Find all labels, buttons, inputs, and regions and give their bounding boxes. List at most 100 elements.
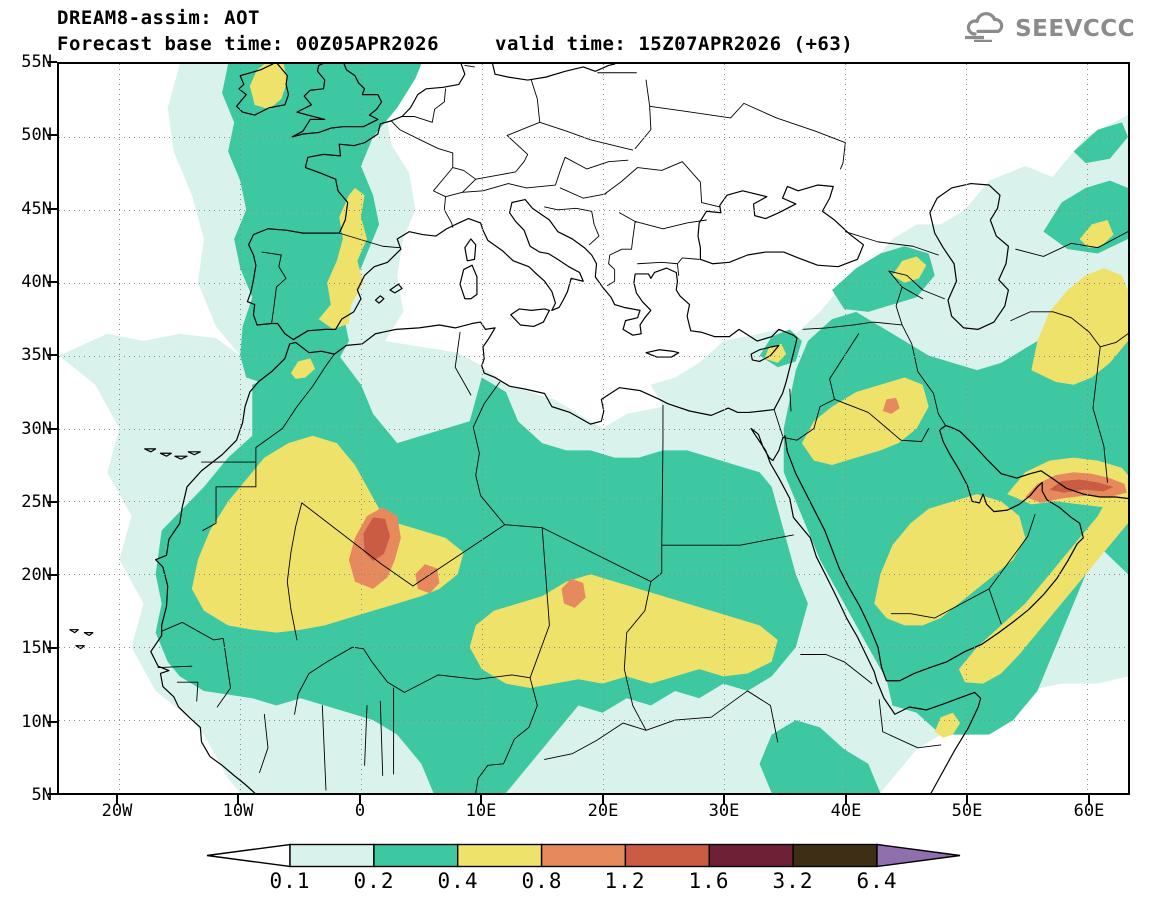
coast-cyprus — [751, 345, 779, 361]
lon-label-30e: 30E — [708, 801, 740, 821]
coast-corsica — [465, 239, 476, 261]
lat-tick — [48, 208, 57, 210]
valid-time: valid time: 15Z07APR2026 (+63) — [495, 33, 854, 55]
lat-label-45n: 45N — [21, 199, 52, 219]
gridline-lon-40e — [845, 64, 847, 793]
coast-black-sea — [698, 185, 863, 267]
lat-label-55n: 55N — [21, 52, 52, 72]
gridline-lon-30e — [724, 64, 726, 793]
lat-tick — [48, 793, 57, 795]
gridline-lat-50 — [59, 136, 1128, 138]
lon-tick — [359, 795, 361, 804]
lon-tick — [480, 795, 482, 804]
lat-tick — [48, 134, 57, 136]
coast-baltic — [493, 64, 615, 80]
gridline-lon-10w — [239, 64, 241, 793]
lon-tick — [845, 795, 847, 804]
coast-sardinia — [460, 265, 477, 299]
gridline-lon-20w — [118, 64, 120, 793]
coast-crete — [646, 350, 679, 357]
gridline-lat-20 — [59, 574, 1128, 576]
colorbar-segment-3.2-6.4 — [792, 843, 878, 868]
gridline-lon-60e — [1087, 64, 1089, 793]
cloud-icon — [962, 12, 1008, 46]
lat-tick — [48, 354, 57, 356]
lat-tick — [48, 281, 57, 283]
plot-subtitle: Forecast base time: 00Z05APR2026 valid t… — [57, 33, 853, 55]
colorbar-label-0.1: 0.1 — [269, 869, 311, 893]
gridline-lat-30 — [59, 428, 1128, 430]
lat-tick — [48, 574, 57, 576]
coast-mediterranean-north — [293, 200, 677, 340]
logo-text: SEEVCCC — [1015, 16, 1135, 42]
lat-label-40n: 40N — [21, 272, 52, 292]
lat-tick — [48, 721, 57, 723]
forecast-base-time: Forecast base time: 00Z05APR2026 — [57, 33, 440, 55]
lon-tick — [1088, 795, 1090, 804]
lat-label-25n: 25N — [21, 492, 52, 512]
colorbar-segment-0.2-0.4 — [373, 843, 459, 868]
colorbar-under-arrow — [206, 843, 291, 868]
colorbar-label-1.2: 1.2 — [604, 869, 646, 893]
lat-label-15n: 15N — [21, 638, 52, 658]
lat-label-50n: 50N — [21, 125, 52, 145]
lon-label-0: 0 — [354, 801, 366, 821]
colorbar-label-0.8: 0.8 — [521, 869, 563, 893]
lon-tick — [602, 795, 604, 804]
coast-africa-mediterranean — [151, 281, 797, 793]
gridline-lat-10 — [59, 720, 1128, 722]
lon-label-10e: 10E — [465, 801, 497, 821]
gridline-lat-35 — [59, 355, 1128, 357]
gridline-lat-40 — [59, 282, 1128, 284]
map-area — [57, 62, 1130, 795]
gridline-lon-10e — [482, 64, 483, 793]
lat-label-30n: 30N — [21, 419, 52, 439]
lat-label-20n: 20N — [21, 565, 52, 585]
lon-label-20w: 20W — [101, 801, 133, 821]
lat-label-35n: 35N — [21, 345, 52, 365]
colorbar-segment-0.4-0.8 — [456, 843, 543, 868]
colorbar-segment-0.8-1.2 — [540, 843, 627, 868]
coast-sicily — [511, 309, 550, 326]
colorbar-label-0.4: 0.4 — [437, 869, 479, 893]
coastlines — [70, 64, 1128, 793]
colorbar-segment-1.2-1.6 — [624, 843, 710, 868]
lat-tick — [48, 61, 57, 63]
plot-title: DREAM8-assim: AOT — [57, 7, 260, 29]
lon-label-40e: 40E — [830, 801, 862, 821]
coast-canary-islands — [145, 449, 201, 459]
colorbar-segment-1.6-3.2 — [708, 843, 794, 868]
lon-label-10w: 10W — [222, 801, 254, 821]
colorbar — [206, 843, 961, 868]
lon-label-20e: 20E — [587, 801, 619, 821]
lat-label-10n: 10N — [21, 712, 52, 732]
lon-tick — [116, 795, 118, 804]
gridline-lon-20e — [603, 64, 604, 793]
lat-tick — [48, 647, 57, 649]
lon-tick — [237, 795, 239, 804]
coast-caspian-sea — [930, 184, 1009, 330]
lat-tick — [48, 428, 57, 430]
lon-label-60e: 60E — [1073, 801, 1105, 821]
coast-britain — [292, 64, 381, 137]
gridline-lon-0 — [360, 64, 362, 793]
colorbar-label-1.6: 1.6 — [688, 869, 730, 893]
lat-tick — [48, 501, 57, 503]
colorbar-label-3.2: 3.2 — [772, 869, 814, 893]
colorbar-label-6.4: 6.4 — [856, 869, 898, 893]
gridline-lat-45 — [59, 209, 1128, 211]
lon-tick — [723, 795, 725, 804]
gridline-lat-25 — [59, 501, 1128, 503]
lon-tick — [966, 795, 968, 804]
borders-africa — [158, 332, 941, 793]
colorbar-segment-0.1-0.2 — [289, 843, 375, 868]
seevccc-logo: SEEVCCC — [962, 12, 1135, 46]
coast-iberia-atlantic — [247, 64, 464, 340]
gridline-lon-50e — [966, 64, 968, 793]
coast-balearics — [375, 284, 402, 303]
lon-label-50e: 50E — [951, 801, 983, 821]
fill-level-1.2 — [363, 479, 1114, 562]
coast-ireland — [237, 64, 289, 115]
gridline-lat-15 — [59, 647, 1128, 649]
